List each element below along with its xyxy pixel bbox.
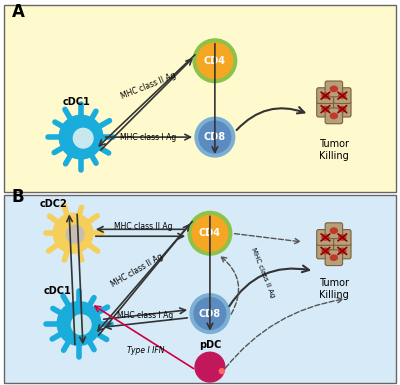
- Circle shape: [192, 216, 228, 251]
- Ellipse shape: [338, 248, 346, 254]
- FancyBboxPatch shape: [317, 101, 334, 117]
- Text: CD8: CD8: [204, 132, 226, 142]
- Circle shape: [53, 213, 93, 253]
- Ellipse shape: [330, 85, 338, 92]
- Text: B: B: [12, 187, 24, 206]
- Circle shape: [199, 121, 231, 153]
- Circle shape: [190, 294, 230, 333]
- Text: Type I IFN: Type I IFN: [127, 346, 164, 355]
- Bar: [4, 194, 396, 383]
- Circle shape: [73, 128, 93, 148]
- Circle shape: [195, 117, 235, 157]
- Circle shape: [188, 211, 232, 255]
- Ellipse shape: [321, 106, 330, 112]
- Ellipse shape: [321, 248, 330, 254]
- FancyBboxPatch shape: [317, 243, 334, 259]
- Text: MHC class II Ag: MHC class II Ag: [114, 222, 173, 231]
- Circle shape: [59, 115, 103, 159]
- Text: cDC2: cDC2: [39, 199, 67, 209]
- Ellipse shape: [321, 234, 330, 241]
- FancyBboxPatch shape: [334, 101, 351, 117]
- Circle shape: [195, 352, 225, 382]
- Text: CD4: CD4: [199, 228, 221, 238]
- Text: pDC: pDC: [199, 340, 221, 350]
- Text: MHC class I Ag: MHC class I Ag: [117, 311, 174, 320]
- Circle shape: [194, 298, 226, 330]
- Circle shape: [57, 302, 101, 345]
- Text: MHC class II Ag: MHC class II Ag: [250, 247, 275, 299]
- Text: CD4: CD4: [204, 56, 226, 66]
- Text: Tumor
Killing: Tumor Killing: [319, 139, 349, 161]
- Text: MHC class II Ag: MHC class II Ag: [110, 253, 165, 290]
- Text: MHC class II Ag: MHC class II Ag: [120, 70, 177, 100]
- FancyBboxPatch shape: [325, 81, 342, 97]
- Circle shape: [193, 39, 237, 82]
- FancyBboxPatch shape: [334, 229, 351, 245]
- Ellipse shape: [338, 234, 346, 241]
- Text: CD8: CD8: [199, 309, 221, 319]
- Bar: [4, 5, 396, 192]
- FancyBboxPatch shape: [325, 250, 342, 266]
- Circle shape: [197, 43, 233, 79]
- FancyBboxPatch shape: [325, 223, 342, 239]
- Ellipse shape: [330, 112, 338, 119]
- Ellipse shape: [338, 106, 346, 112]
- Ellipse shape: [330, 254, 338, 261]
- Text: Tumor
Killing: Tumor Killing: [319, 278, 349, 300]
- FancyBboxPatch shape: [317, 88, 334, 104]
- Circle shape: [71, 315, 91, 335]
- FancyBboxPatch shape: [317, 229, 334, 245]
- Text: cDC1: cDC1: [62, 97, 90, 107]
- FancyBboxPatch shape: [334, 88, 351, 104]
- Text: cDC1: cDC1: [43, 286, 71, 296]
- FancyBboxPatch shape: [334, 243, 351, 259]
- Circle shape: [66, 225, 84, 243]
- Circle shape: [219, 369, 224, 373]
- Text: A: A: [12, 3, 24, 21]
- Ellipse shape: [330, 227, 338, 234]
- Ellipse shape: [338, 92, 346, 99]
- Ellipse shape: [321, 92, 330, 99]
- Text: MHC class I Ag: MHC class I Ag: [120, 132, 176, 142]
- FancyBboxPatch shape: [325, 108, 342, 124]
